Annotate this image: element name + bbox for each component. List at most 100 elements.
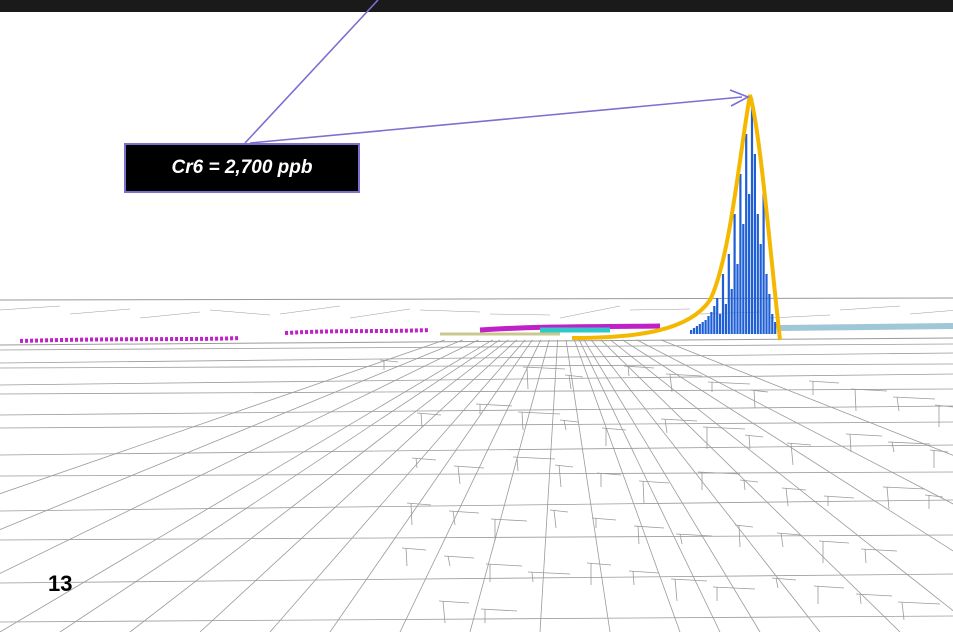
far-parcel-line (629, 308, 691, 311)
parcel-edge (405, 547, 408, 567)
concentration-bar (745, 134, 748, 334)
parcel-column-line (469, 339, 550, 632)
parcel-column-line (600, 339, 901, 632)
parcel-edge (475, 403, 513, 407)
leader-line-up (244, 0, 379, 144)
parcel-column-line (269, 339, 526, 632)
parcel-edge (707, 381, 751, 385)
far-parcel-line (279, 305, 341, 315)
parcel-edge (738, 524, 741, 548)
parcel-column-line (199, 339, 518, 632)
parcel-row-line (0, 343, 953, 351)
parcel-edge (448, 510, 480, 514)
concentration-bar (713, 306, 716, 334)
parcel-edge (638, 480, 670, 484)
parcel-column-line (329, 339, 533, 632)
concentration-bar (753, 154, 756, 334)
concentration-bar (690, 330, 693, 334)
parcel-column-line (583, 339, 761, 632)
near-horizon-line (0, 337, 953, 346)
parcel-edge (790, 442, 794, 466)
parcel-edge (627, 365, 630, 377)
plume-zone-east (479, 323, 661, 333)
parcel-edge (665, 373, 703, 377)
arrowhead (729, 89, 750, 107)
top-band (0, 0, 953, 12)
parcel-edge (559, 419, 579, 423)
parcel-row-line (0, 534, 953, 541)
parcel-edge (411, 457, 437, 461)
concentration-bar (768, 294, 771, 334)
parcel-edge (771, 577, 797, 581)
parcel-edge (490, 518, 528, 522)
parcel-row-line (0, 352, 953, 364)
parcel-edge (786, 442, 812, 446)
far-parcel-line (769, 314, 831, 319)
far-parcel-line (69, 308, 131, 315)
parcel-edge (808, 380, 840, 384)
parcel-column-line (660, 339, 953, 456)
parcel-edge (850, 388, 888, 392)
parcel-edge (743, 479, 746, 491)
concentration-bar (765, 274, 768, 334)
parcel-edge (664, 418, 668, 434)
parcel-edge (632, 570, 635, 586)
parcel-column-line (578, 339, 721, 632)
parcel-row-line (0, 573, 953, 584)
parcel-edge (924, 494, 944, 498)
far-parcel-line (349, 308, 411, 319)
far-parcel-line (139, 311, 201, 319)
concentration-bar (739, 174, 742, 334)
plume-zone-west (19, 336, 241, 343)
parcel-edge (379, 359, 399, 363)
parcel-edge (457, 465, 461, 485)
parcel-edge (679, 533, 683, 545)
parcel-edge (637, 525, 640, 545)
parcel-edge (887, 441, 931, 445)
parcel-edge (748, 434, 751, 450)
parcel-edge (660, 418, 698, 422)
parcel-edge (934, 404, 953, 408)
parcel-edge (549, 509, 569, 513)
parcel-edge (702, 426, 746, 430)
horizon-line (0, 297, 953, 301)
parcel-edge (739, 479, 759, 483)
parcel-edge (845, 433, 883, 437)
parcel-edge (897, 601, 941, 605)
parcel-edge (674, 578, 678, 602)
parcel-edge (785, 487, 789, 507)
parcel-column-line (129, 339, 509, 632)
concentration-bar (710, 312, 713, 334)
parcel-edge (517, 411, 561, 415)
parcel-edge (818, 540, 850, 544)
parcel-edge (775, 577, 779, 589)
concentration-bar (733, 214, 736, 334)
concentration-bar (727, 254, 730, 334)
parcel-edge (452, 510, 456, 526)
parcel-edge (929, 449, 949, 453)
parcel-edge (442, 600, 446, 624)
concentration-bar (750, 98, 754, 334)
parcel-edge (669, 373, 673, 393)
parcel-column-line (610, 339, 953, 612)
parcel-edge (623, 365, 655, 369)
concentration-bar (730, 289, 733, 334)
leader-line-peak (249, 96, 743, 144)
parcel-edge (781, 487, 807, 491)
concentration-bar (701, 322, 704, 334)
parcel-edge (438, 600, 470, 604)
callout-label: Cr6 = 2,700 ppb (171, 157, 313, 178)
parcel-edge (860, 548, 898, 552)
parcel-edge (521, 411, 524, 431)
plume-outline (571, 94, 782, 341)
parcel-column-line (539, 339, 558, 632)
parcel-edge (420, 412, 423, 428)
parcel-grid (0, 297, 953, 632)
parcel-row-line (0, 363, 953, 369)
parcel-edge (886, 486, 890, 510)
parcel-column-line (399, 339, 542, 632)
parcel-edge (859, 593, 862, 605)
far-parcel-line (489, 313, 551, 316)
parcel-edge (564, 374, 584, 378)
